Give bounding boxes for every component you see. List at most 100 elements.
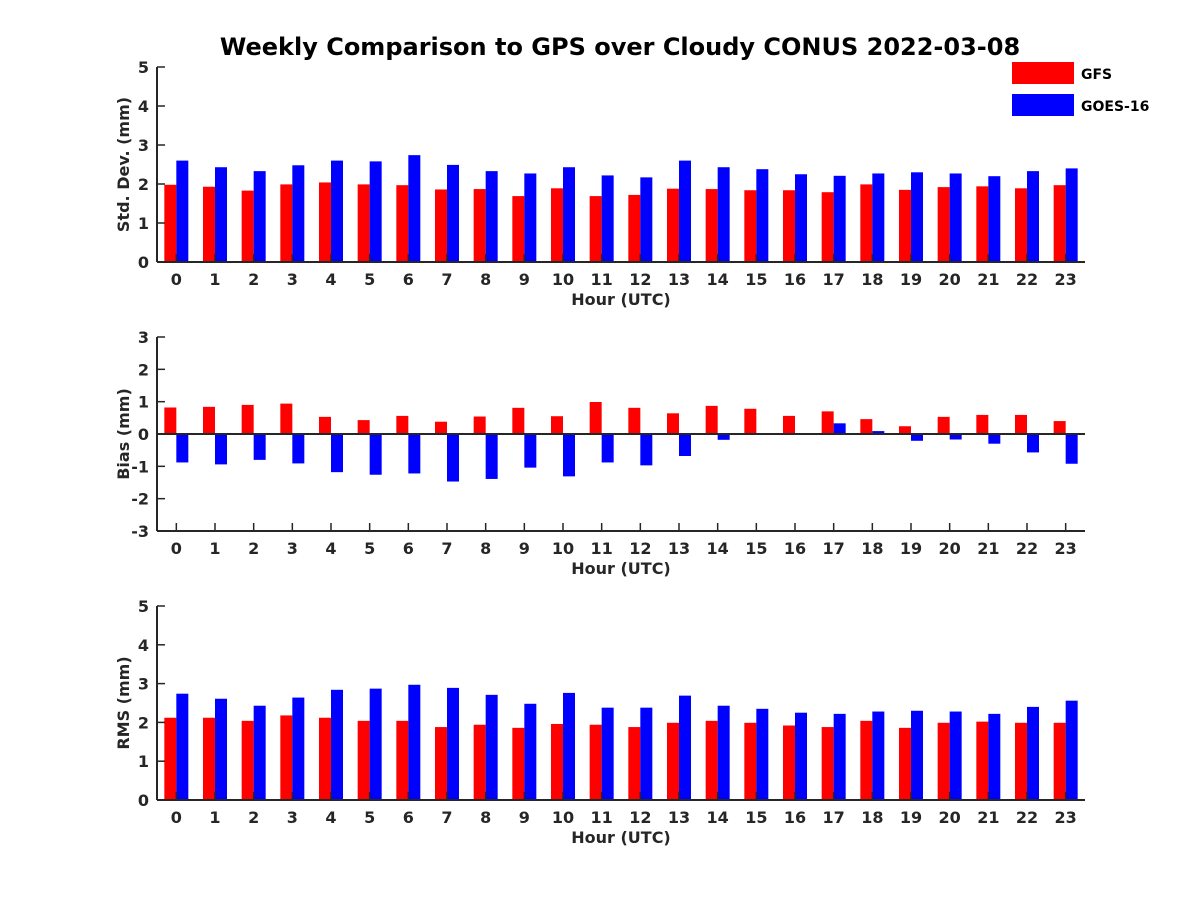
x-tick-label: 11 xyxy=(591,808,613,827)
bar-goes16 xyxy=(331,689,343,800)
bar-gfs xyxy=(164,184,177,262)
bar-gfs xyxy=(164,717,177,800)
x-tick-label: 15 xyxy=(745,270,767,289)
bar-goes16 xyxy=(640,177,653,262)
x-tick-label: 2 xyxy=(248,808,259,827)
bar-gfs xyxy=(203,406,215,434)
y-tick-label: 0 xyxy=(138,425,149,444)
x-tick-label: 18 xyxy=(861,539,883,558)
bar-gfs xyxy=(241,720,254,800)
x-tick-label: 4 xyxy=(325,270,336,289)
bar-goes16 xyxy=(408,684,421,800)
x-tick-label: 1 xyxy=(209,808,220,827)
x-tick-label: 3 xyxy=(287,539,298,558)
x-tick-label: 16 xyxy=(784,808,806,827)
bar-gfs xyxy=(821,192,834,262)
bar-gfs xyxy=(628,727,641,800)
y-tick-label: 4 xyxy=(138,97,149,116)
x-tick-label: 0 xyxy=(171,539,182,558)
bar-gfs xyxy=(937,187,950,262)
bar-goes16 xyxy=(524,703,537,800)
bar-gfs xyxy=(1015,188,1027,262)
x-tick-label: 21 xyxy=(977,270,999,289)
bar-gfs xyxy=(435,189,447,262)
x-tick-label: 3 xyxy=(287,270,298,289)
bar-goes16 xyxy=(1027,706,1039,800)
bar-gfs xyxy=(280,184,293,262)
x-tick-label: 0 xyxy=(171,808,182,827)
y-tick-label: -3 xyxy=(131,522,149,541)
bar-goes16 xyxy=(331,434,343,473)
x-tick-label: 14 xyxy=(707,270,729,289)
bar-goes16 xyxy=(215,167,227,262)
bar-goes16 xyxy=(176,160,189,262)
bar-gfs xyxy=(821,727,834,800)
bar-gfs xyxy=(705,720,718,800)
x-tick-label: 13 xyxy=(668,808,690,827)
x-tick-label: 11 xyxy=(591,539,613,558)
bar-gfs xyxy=(164,407,177,434)
x-tick-label: 10 xyxy=(552,808,574,827)
bar-goes16 xyxy=(872,431,885,434)
x-tick-label: 21 xyxy=(977,808,999,827)
x-tick-label: 14 xyxy=(707,539,729,558)
bar-goes16 xyxy=(447,164,459,262)
x-tick-label: 12 xyxy=(629,539,651,558)
x-tick-label: 19 xyxy=(900,808,922,827)
bar-gfs xyxy=(396,415,409,434)
bar-gfs xyxy=(241,404,254,434)
bar-goes16 xyxy=(563,434,575,477)
x-tick-label: 9 xyxy=(519,808,530,827)
bar-gfs xyxy=(899,727,911,800)
bar-goes16 xyxy=(833,423,846,434)
legend-gfs: GFS xyxy=(1012,62,1112,84)
x-tick-label: 20 xyxy=(939,539,961,558)
x-tick-label: 17 xyxy=(823,539,845,558)
bar-gfs xyxy=(512,407,525,434)
y-tick-label: 2 xyxy=(138,713,149,732)
x-tick-label: 11 xyxy=(591,270,613,289)
x-tick-label: 2 xyxy=(248,270,259,289)
bar-gfs xyxy=(241,190,254,262)
legend-swatch xyxy=(1012,62,1074,84)
x-tick-label: 6 xyxy=(403,539,414,558)
bar-gfs xyxy=(203,186,215,262)
bar-gfs xyxy=(1053,421,1066,434)
y-tick-label: 3 xyxy=(138,328,149,347)
x-tick-label: 12 xyxy=(629,808,651,827)
x-tick-label: 7 xyxy=(441,270,452,289)
x-axis-label: Hour (UTC) xyxy=(571,290,671,309)
x-tick-label: 4 xyxy=(325,539,336,558)
x-tick-label: 5 xyxy=(364,270,375,289)
bar-goes16 xyxy=(717,167,730,262)
bar-gfs xyxy=(744,190,757,262)
x-tick-label: 20 xyxy=(939,808,961,827)
bar-goes16 xyxy=(640,434,653,466)
bar-goes16 xyxy=(717,434,730,440)
x-tick-label: 22 xyxy=(1016,270,1038,289)
x-tick-label: 8 xyxy=(480,808,491,827)
y-tick-label: 2 xyxy=(138,175,149,194)
bars xyxy=(164,684,1078,800)
bar-goes16 xyxy=(679,160,691,262)
bar-goes16 xyxy=(833,175,846,262)
bar-goes16 xyxy=(292,697,305,800)
x-tick-label: 9 xyxy=(519,270,530,289)
y-tick-label: 5 xyxy=(138,597,149,616)
bar-gfs xyxy=(280,403,293,434)
x-tick-label: 23 xyxy=(1055,270,1077,289)
x-tick-label: 8 xyxy=(480,539,491,558)
bar-goes16 xyxy=(253,434,266,460)
bar-gfs xyxy=(357,420,370,434)
bar-gfs xyxy=(473,189,486,262)
bar-gfs xyxy=(1053,185,1066,262)
bar-goes16 xyxy=(640,707,653,800)
figure-title: Weekly Comparison to GPS over Cloudy CON… xyxy=(220,33,1020,61)
bar-goes16 xyxy=(563,167,575,262)
bar-gfs xyxy=(899,426,911,434)
bar-gfs xyxy=(744,408,757,434)
bar-goes16 xyxy=(1065,434,1078,464)
bar-goes16 xyxy=(408,434,421,474)
x-tick-label: 8 xyxy=(480,270,491,289)
x-tick-label: 6 xyxy=(403,270,414,289)
